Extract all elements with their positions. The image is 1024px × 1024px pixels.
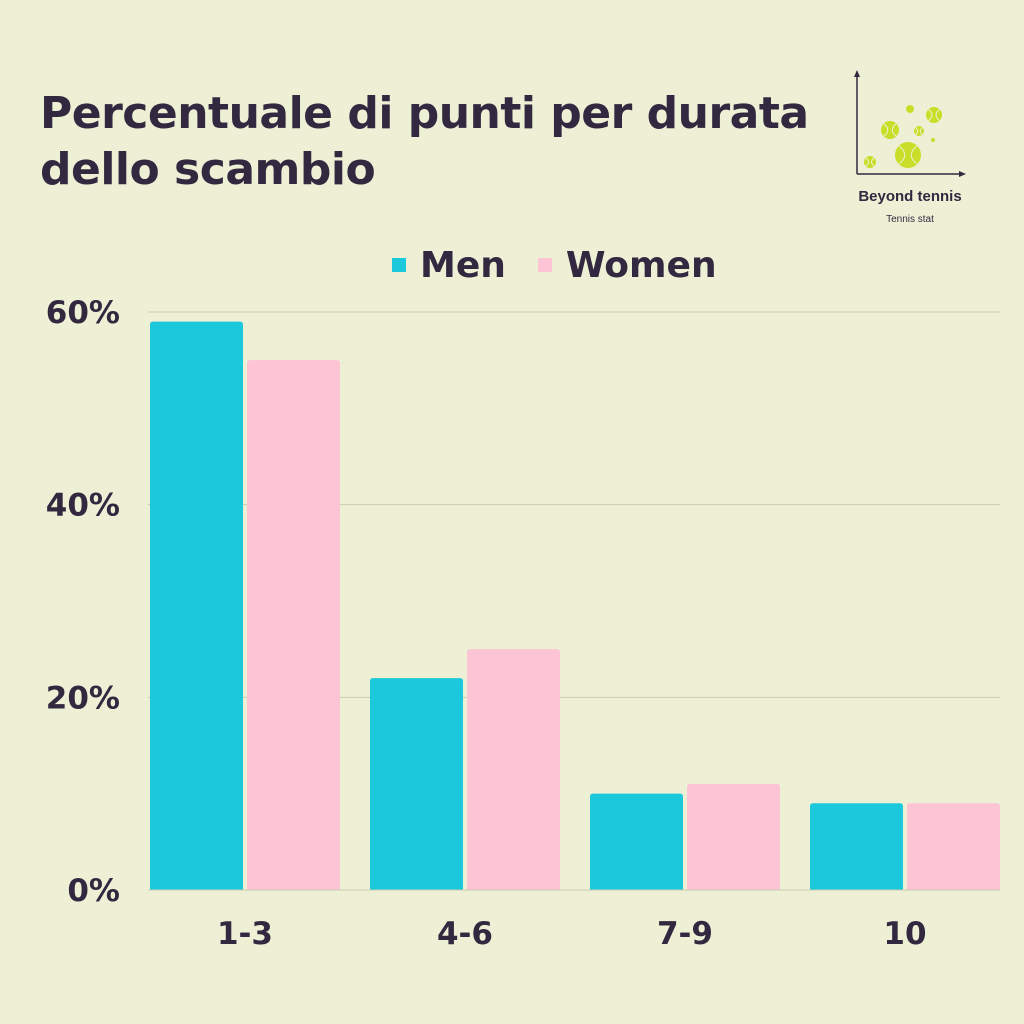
legend-label-women: Women <box>565 244 717 286</box>
legend-item-men: Men <box>392 245 506 286</box>
tennis-ball-seam <box>883 123 897 137</box>
bar-men <box>590 793 683 890</box>
y-tick-label: 20% <box>46 680 120 716</box>
legend-item-women: Women <box>537 244 717 286</box>
tennis-ball-seam <box>898 145 918 165</box>
tennis-ball-seam <box>865 157 875 167</box>
y-tick-label: 60% <box>46 295 120 331</box>
chart-legend: Men Women <box>392 240 717 290</box>
y-tick-label: 0% <box>67 873 120 909</box>
x-tick-label: 10 <box>883 916 926 952</box>
bar-men <box>370 678 463 890</box>
y-tick-label: 40% <box>46 488 120 524</box>
bar-women <box>247 360 340 891</box>
logo-name: Beyond tennis <box>858 188 962 205</box>
logo-scatter-icon <box>854 70 966 177</box>
tennis-ball-icon <box>906 105 914 113</box>
legend-label-men: Men <box>420 244 506 286</box>
tennis-ball-icon <box>931 138 935 142</box>
bar-women <box>467 649 560 890</box>
x-tick-label: 1-3 <box>217 916 273 952</box>
chart-title: Percentuale di punti per durata dello sc… <box>40 88 809 195</box>
tennis-ball-seam <box>928 109 940 121</box>
legend-swatch-women <box>537 258 552 272</box>
beyond-tennis-logo: Beyond tennis Tennis stat <box>840 70 980 230</box>
tennis-ball-seam <box>915 127 923 135</box>
logo-subtitle: Tennis stat <box>886 214 934 225</box>
x-tick-label: 7-9 <box>657 916 713 952</box>
bar-women <box>687 784 780 890</box>
legend-swatch-men <box>392 258 406 272</box>
x-tick-label: 4-6 <box>437 916 493 952</box>
bar-men <box>810 803 903 890</box>
bar-women <box>907 803 1000 890</box>
bar-men <box>150 321 243 891</box>
